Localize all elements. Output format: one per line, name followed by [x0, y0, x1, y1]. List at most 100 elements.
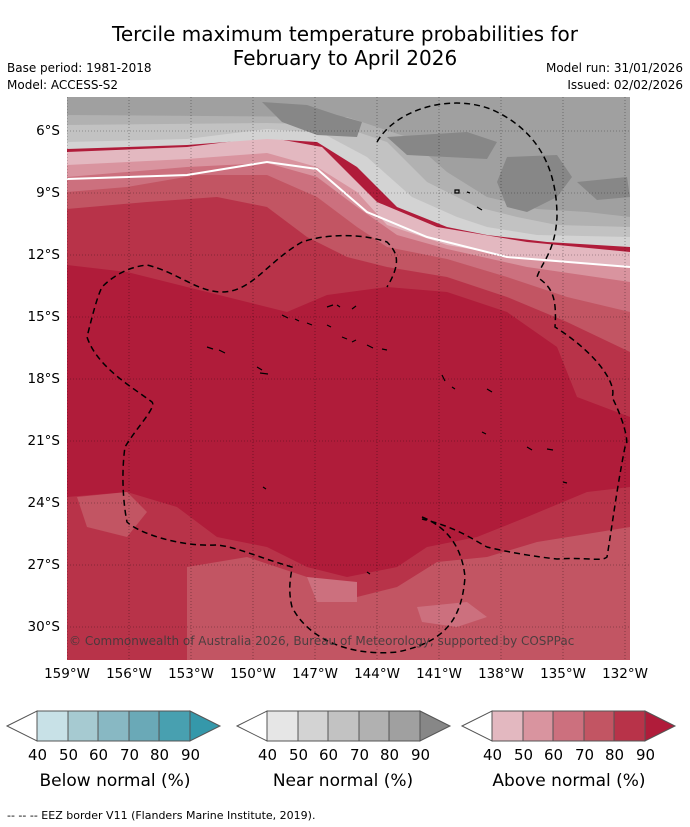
island	[476, 206, 483, 211]
lon-label: 132°W	[602, 666, 648, 682]
colorbar-below-swatch	[97, 710, 130, 742]
lat-label: 24°S	[27, 495, 61, 511]
colorbar-near-tick: 70	[350, 746, 370, 764]
above-normal-80-region	[67, 169, 630, 417]
colorbar-near-swatch	[266, 710, 299, 742]
model-name: Model: ACCESS-S2	[7, 78, 119, 92]
lat-label: 30°S	[27, 619, 61, 635]
base-period: Base period: 1981-2018	[7, 61, 152, 75]
lat-label: 18°S	[27, 371, 61, 387]
colorbar-near-tick: 80	[380, 746, 400, 764]
colorbar-below-tick: 40	[28, 746, 48, 764]
colorbar-above-min-arrow	[460, 710, 493, 742]
colorbar-above-tick: 40	[483, 746, 503, 764]
island	[206, 346, 269, 375]
colorbar-above-swatch	[552, 710, 585, 742]
title-line-1: Tercile maximum temperature probabilitie…	[112, 22, 578, 46]
above-normal-70-south	[187, 527, 630, 660]
colorbar-near	[235, 710, 452, 742]
graticule	[67, 97, 630, 660]
colorbar-below-tick: 50	[59, 746, 79, 764]
colorbar-below-swatch	[158, 710, 191, 742]
colorbar-above-caption: Above normal (%)	[492, 771, 646, 791]
lat-label: 21°S	[27, 433, 61, 449]
lat-label: 6°S	[36, 123, 60, 139]
lon-label: 147°W	[292, 666, 338, 682]
above-normal-70-region	[67, 157, 630, 352]
lon-label: 141°W	[416, 666, 462, 682]
island	[281, 314, 388, 351]
colorbar-below-tick: 90	[181, 746, 201, 764]
meta-right: Model run: 31/01/2026 Issued: 02/02/2026	[546, 60, 683, 94]
above-normal-60-central-patch	[307, 577, 357, 602]
colorbar-above-tick: 50	[514, 746, 534, 764]
colorbar-near-tick: 50	[289, 746, 309, 764]
colorbar-near-swatch	[297, 710, 329, 742]
near-normal-90-patch-far-east	[577, 177, 630, 200]
colorbar-below-swatch	[36, 710, 69, 742]
colorbar-near-max-arrow	[419, 710, 452, 742]
colorbar-near-swatch	[327, 710, 360, 742]
colorbar-above-tick: 90	[636, 746, 656, 764]
near-normal-80-region	[67, 97, 630, 217]
colorbar-above-tick: 60	[544, 746, 564, 764]
colorbar-above-swatch	[491, 710, 524, 742]
island	[454, 189, 460, 194]
island	[326, 304, 357, 310]
colorbar-near-tick: 60	[319, 746, 339, 764]
eez-border-west	[86, 234, 466, 654]
island	[481, 431, 554, 451]
above-normal-60-region	[67, 149, 630, 312]
colorbars	[5, 710, 677, 742]
probability-map: © Commonwealth of Australia 2026, Bureau…	[67, 97, 630, 660]
lat-label: 27°S	[27, 557, 61, 573]
colorbar-near-tick: 90	[411, 746, 431, 764]
colorbar-near-caption: Near normal (%)	[272, 771, 414, 791]
eez-border-note: -- -- -- EEZ border V11 (Flanders Marine…	[7, 809, 316, 822]
colorbar-below	[5, 710, 222, 742]
colorbar-near-tick: 40	[258, 746, 278, 764]
colorbar-above-swatch	[522, 710, 554, 742]
colorbar-below-caption: Below normal (%)	[39, 771, 191, 791]
lat-label: 15°S	[27, 309, 61, 325]
colorbar-above	[460, 710, 677, 742]
colorbar-near-swatch	[388, 710, 421, 742]
lon-label: 153°W	[168, 666, 214, 682]
colorbar-above-max-arrow	[644, 710, 677, 742]
title-line-2: February to April 2026	[232, 46, 458, 70]
lon-label: 135°W	[540, 666, 586, 682]
lat-label: 9°S	[36, 185, 60, 201]
colorbar-below-tick: 60	[89, 746, 109, 764]
islands	[206, 189, 568, 575]
boundary-contour	[67, 160, 630, 268]
above-normal-60-south-patch	[417, 602, 487, 627]
lon-label: 138°W	[478, 666, 524, 682]
page-title: Tercile maximum temperature probabilitie…	[0, 22, 690, 70]
lon-label: 159°W	[44, 666, 90, 682]
colorbar-above-swatch	[583, 710, 615, 742]
near-normal-90-patch-central	[387, 132, 497, 159]
model-run: Model run: 31/01/2026	[545, 61, 683, 75]
colorbar-below-min-arrow	[5, 710, 38, 742]
near-normal-90-patch-west	[262, 102, 362, 137]
eez-border-east	[376, 102, 628, 561]
colorbar-below-tick: 80	[150, 746, 170, 764]
colorbar-above-tick: 80	[605, 746, 625, 764]
colorbar-near-swatch	[358, 710, 390, 742]
copyright-text: © Commonwealth of Australia 2026, Bureau…	[69, 634, 574, 648]
island	[441, 374, 493, 393]
lon-label: 150°W	[230, 666, 276, 682]
issued-date: Issued: 02/02/2026	[567, 78, 683, 92]
above-normal-40-region	[67, 137, 630, 267]
colorbar-below-swatch	[67, 710, 99, 742]
colorbar-near-min-arrow	[235, 710, 268, 742]
colorbar-below-tick: 70	[120, 746, 140, 764]
island	[466, 191, 471, 194]
colorbar-below-swatch	[128, 710, 160, 742]
colorbar-above-swatch	[613, 710, 646, 742]
near-normal-90-patch-east	[497, 155, 572, 212]
lon-label: 144°W	[354, 666, 400, 682]
lat-label: 12°S	[27, 247, 61, 263]
eez-borders	[86, 102, 628, 654]
colorbar-below-max-arrow	[189, 710, 222, 742]
